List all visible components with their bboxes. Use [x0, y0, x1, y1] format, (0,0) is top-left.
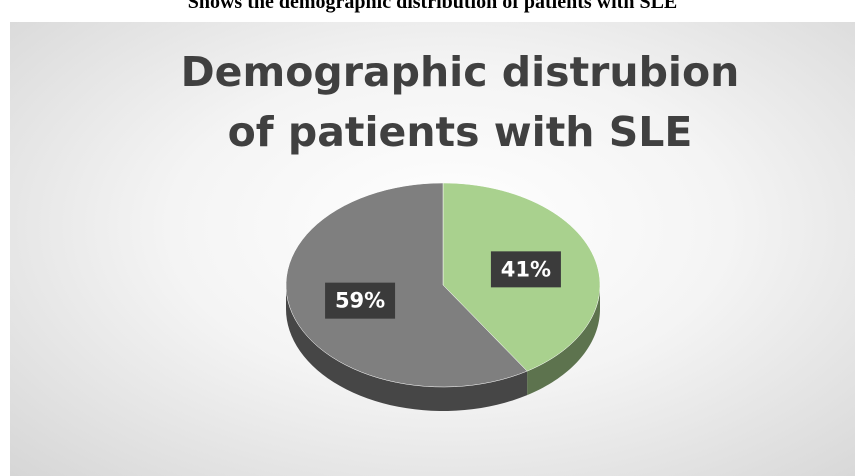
data-label: 41%: [501, 257, 551, 281]
pie-side: [527, 285, 600, 396]
data-label-box: [490, 251, 561, 288]
chart-title: Demographic distrubion of patients with …: [180, 48, 740, 156]
data-label: 59%: [335, 289, 385, 313]
data-label-box: [325, 282, 396, 319]
caption: Shows the demographic distribution of pa…: [187, 0, 678, 13]
pie-side: [286, 285, 528, 411]
pie-slice: [285, 182, 528, 388]
